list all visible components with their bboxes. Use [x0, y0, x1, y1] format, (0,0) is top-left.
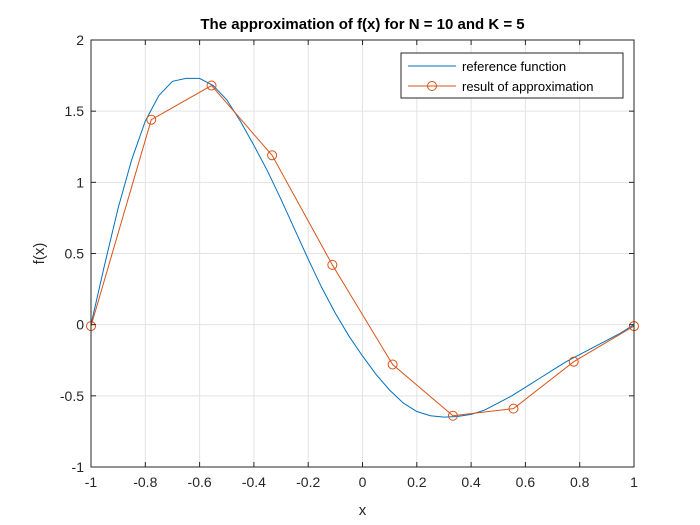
- x-tick-label: 0: [359, 474, 367, 490]
- axes: [90, 39, 635, 468]
- legend-label-result-of-approximation: result of approximation: [462, 79, 594, 94]
- x-tick-label: 0.2: [407, 474, 427, 490]
- y-tick-label: 2: [76, 32, 84, 48]
- data-point-result-of-approximation: [447, 410, 458, 421]
- y-tick-label: 0.5: [65, 246, 85, 262]
- x-tick-label: -0.4: [242, 474, 266, 490]
- y-tick-label: 1.5: [65, 103, 85, 119]
- data-point-result-of-approximation: [508, 403, 519, 414]
- x-tick-label: -1: [85, 474, 98, 490]
- data-point-result-of-approximation: [327, 259, 338, 270]
- x-tick-label: 0.4: [461, 474, 481, 490]
- y-tick-label: -1: [72, 459, 85, 475]
- x-tick-label: 0.8: [570, 474, 590, 490]
- y-tick-label: -0.5: [60, 388, 84, 404]
- data-point-result-of-approximation: [387, 359, 398, 370]
- legend-marker-result-of-approximation: [427, 81, 437, 91]
- legend-box: [400, 52, 624, 99]
- legend-label-reference-function: reference function: [462, 59, 566, 74]
- data-point-result-of-approximation: [146, 114, 157, 125]
- y-axis-label: f(x): [31, 243, 48, 265]
- x-tick-label: -0.6: [188, 474, 212, 490]
- y-tick-label: 1: [76, 174, 84, 190]
- x-tick-label: -0.8: [133, 474, 157, 490]
- legend: reference function result of approximati…: [400, 52, 624, 99]
- data-point-result-of-approximation: [267, 150, 278, 161]
- tick-labels: -1 -0.8 -0.6 -0.4 -0.2 0 0.2 0.4 0.6 0.8 1 -1 -0.5 0 0…: [60, 32, 638, 490]
- data-point-result-of-approximation: [206, 80, 217, 91]
- x-axis-label: x: [359, 502, 367, 519]
- x-tick-label: -0.2: [296, 474, 320, 490]
- y-tick-label: 0: [76, 317, 84, 333]
- series-line-result-of-approximation: [90, 84, 635, 417]
- x-tick-label: 1: [630, 474, 638, 490]
- series-line-reference-function: [90, 77, 635, 418]
- plot-area: [86, 77, 639, 421]
- x-tick-label: 0.6: [516, 474, 536, 490]
- chart-title: The approximation of f(x) for N = 10 and…: [200, 16, 524, 33]
- data-point-result-of-approximation: [568, 356, 579, 367]
